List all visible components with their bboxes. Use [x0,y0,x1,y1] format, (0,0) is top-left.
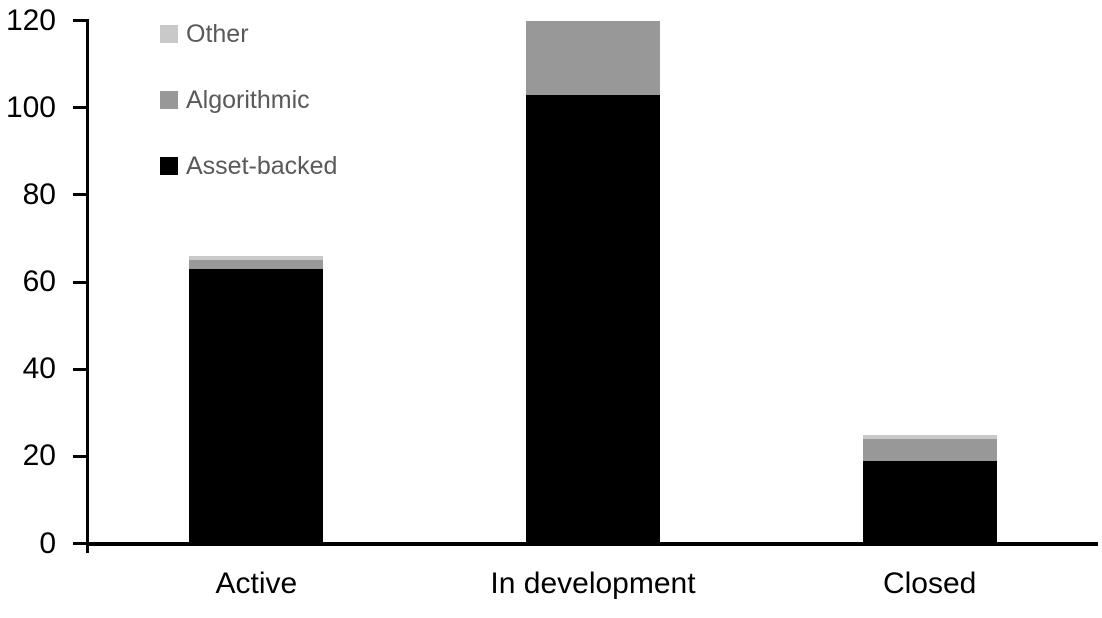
bar-segment-asset-backed [862,460,997,544]
bar-segment-algorithmic [862,438,997,461]
x-category-label: Active [215,567,298,600]
bar-segment-other [189,255,324,261]
y-tick-mark [73,193,88,197]
y-tick-label: 80 [22,177,56,211]
legend-label: Asset-backed [186,152,338,180]
y-tick-label: 60 [22,265,56,298]
legend-swatch-icon [160,25,178,43]
bar-segment-algorithmic [189,260,324,269]
y-tick-mark [73,19,88,22]
y-axis-line [86,19,89,553]
y-tick-mark [73,106,88,110]
y-tick-mark [73,280,88,284]
legend-label: Algorithmic [186,86,310,114]
legend-label: Other [186,20,249,48]
legend-swatch-icon [160,157,178,175]
bar-segment-asset-backed [189,268,324,544]
y-tick-label: 0 [39,526,56,560]
legend-item: Other [160,21,249,47]
legend-item: Asset-backed [160,153,337,179]
legend-item: Algorithmic [160,87,310,113]
x-category-label: Closed [882,567,977,600]
y-tick-mark [73,454,88,458]
y-tick-mark [73,367,88,371]
bar-segment-other [862,434,997,439]
bar-segment-algorithmic [526,20,660,95]
bar-segment-asset-backed [526,94,660,544]
y-tick-mark [73,542,88,545]
x-axis-line [86,542,1098,546]
x-category-label: In development [490,567,696,600]
y-tick-label: 40 [22,352,56,386]
y-tick-label: 120 [5,3,56,37]
y-tick-label: 20 [22,439,56,473]
y-tick-label: 100 [5,90,56,124]
legend-swatch-icon [160,91,178,109]
